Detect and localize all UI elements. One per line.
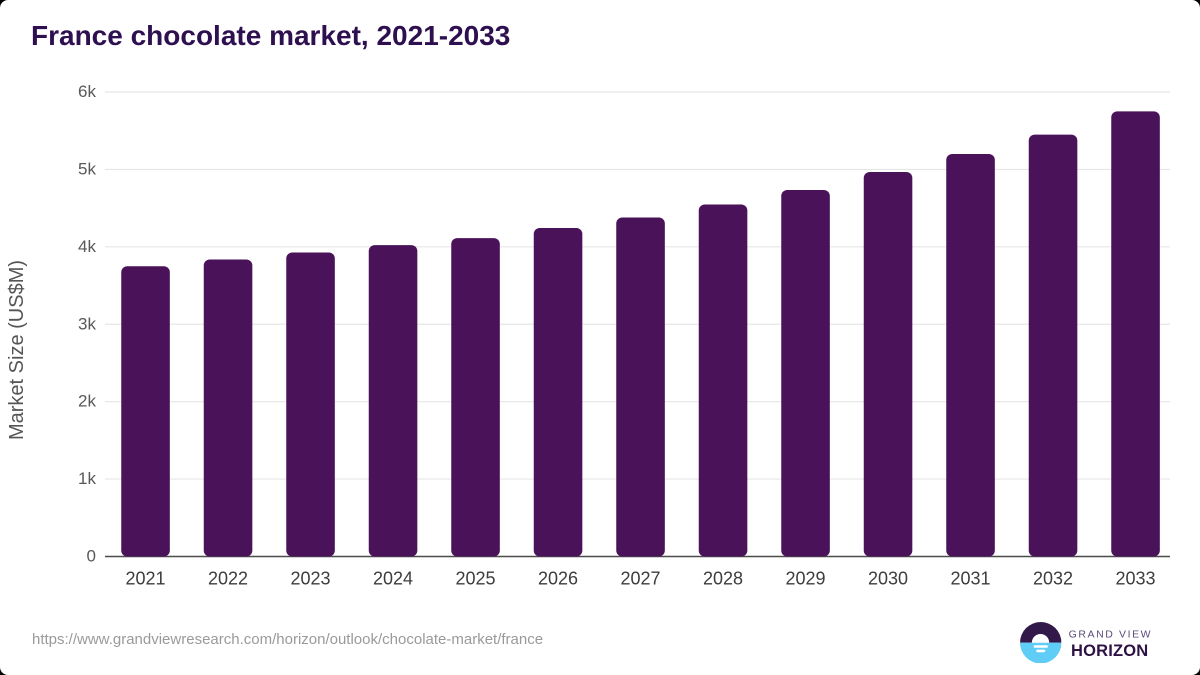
svg-text:2023: 2023 xyxy=(291,569,331,589)
svg-text:2032: 2032 xyxy=(1033,569,1073,589)
svg-text:0: 0 xyxy=(87,547,96,566)
svg-text:2030: 2030 xyxy=(868,569,908,589)
svg-text:4k: 4k xyxy=(78,237,96,256)
svg-text:1k: 1k xyxy=(78,469,96,488)
svg-text:2021: 2021 xyxy=(126,569,166,589)
svg-text:2026: 2026 xyxy=(538,569,578,589)
svg-text:2033: 2033 xyxy=(1116,569,1156,589)
svg-text:2025: 2025 xyxy=(456,569,496,589)
svg-text:2027: 2027 xyxy=(621,569,661,589)
svg-text:Market Size (US$M): Market Size (US$M) xyxy=(6,260,28,440)
svg-text:2031: 2031 xyxy=(951,569,991,589)
svg-text:2029: 2029 xyxy=(786,569,826,589)
svg-text:2k: 2k xyxy=(78,392,96,411)
svg-text:2022: 2022 xyxy=(208,569,248,589)
svg-text:3k: 3k xyxy=(78,314,96,333)
svg-text:2024: 2024 xyxy=(373,569,413,589)
svg-text:5k: 5k xyxy=(78,159,96,178)
svg-text:6k: 6k xyxy=(78,82,96,101)
svg-text:2028: 2028 xyxy=(703,569,743,589)
